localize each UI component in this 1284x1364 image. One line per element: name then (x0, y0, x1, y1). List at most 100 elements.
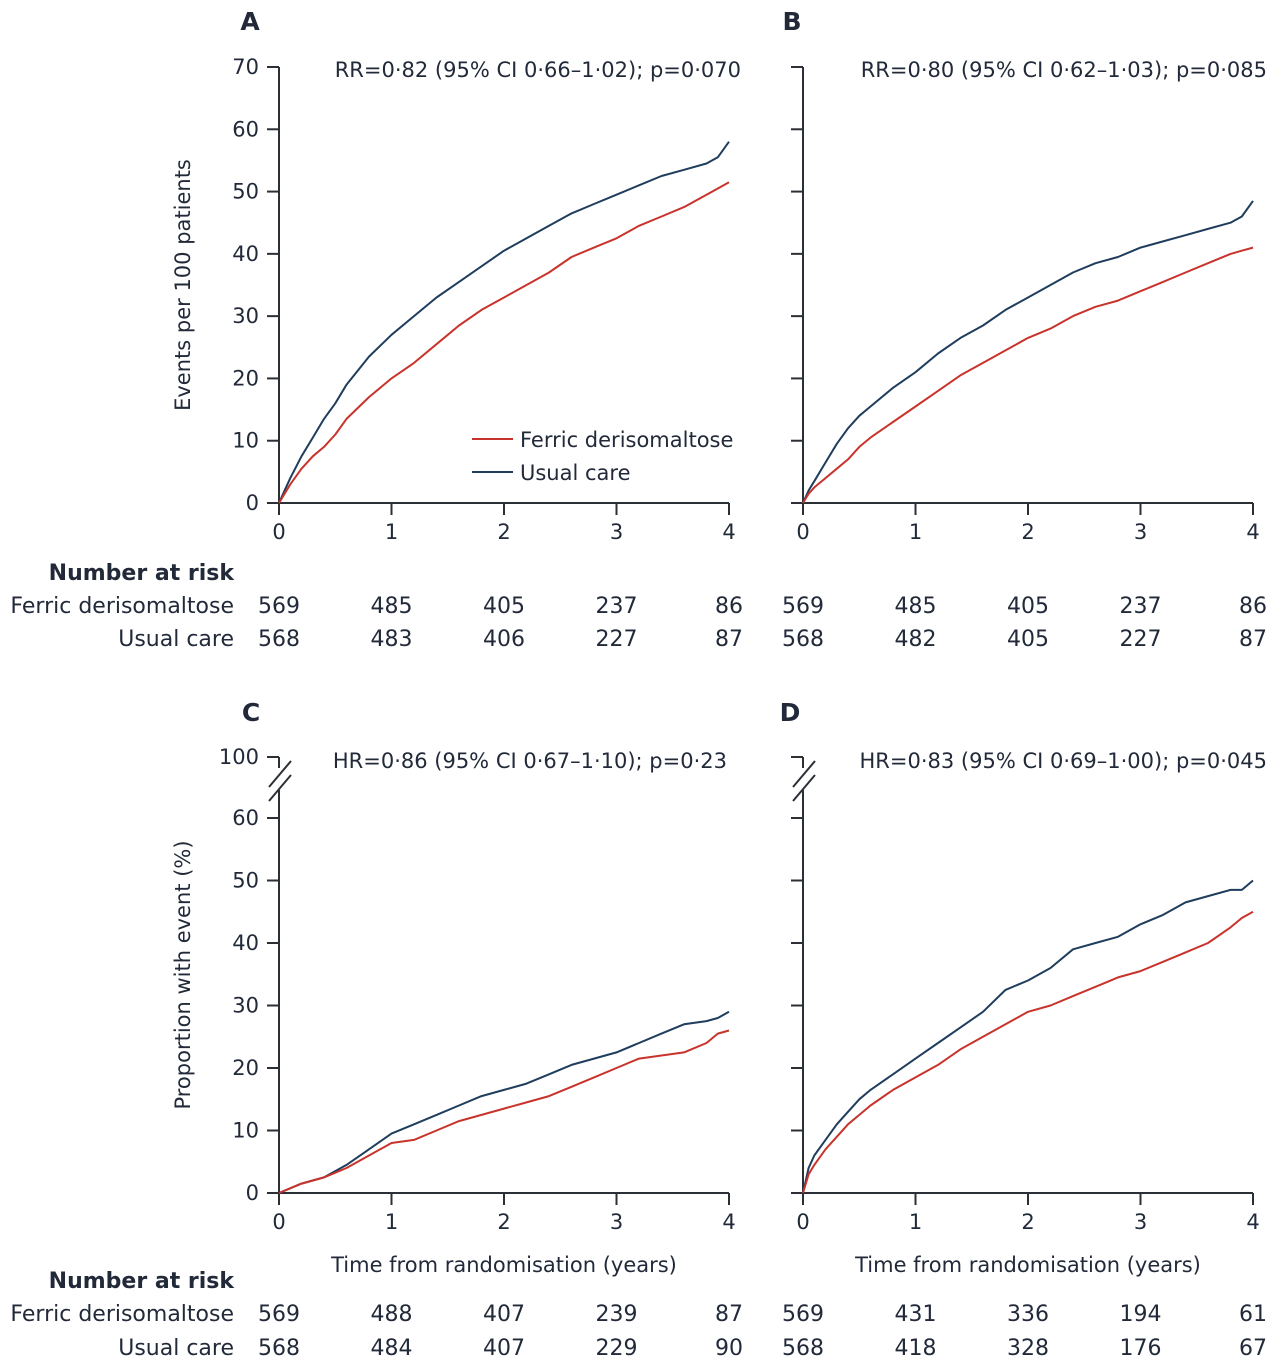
y-tick-label: 70 (232, 55, 259, 79)
panel-c: CHR=0·86 (95% CI 0·67–1·10); p=0·2301020… (10, 698, 743, 1361)
risk-row-label-usual: Usual care (118, 627, 234, 652)
x-axis-title: Time from randomisation (years) (330, 1253, 677, 1277)
legend-label-ferric: Ferric derisomaltose (520, 428, 733, 452)
y-tick-label: 50 (232, 180, 259, 204)
risk-count-usual: 418 (895, 1336, 937, 1361)
panel-letter: A (240, 7, 260, 36)
risk-count-usual: 568 (782, 627, 824, 652)
x-tick-label: 4 (1246, 1210, 1259, 1234)
risk-count-usual: 483 (371, 627, 413, 652)
x-tick-label: 0 (272, 1210, 285, 1234)
y-tick-label: 40 (232, 931, 259, 955)
y-tick-label: 20 (232, 1056, 259, 1080)
risk-count-usual: 227 (1120, 627, 1162, 652)
x-axis-title: Time from randomisation (years) (854, 1253, 1201, 1277)
risk-count-ferric: 86 (715, 594, 743, 619)
risk-count-ferric: 407 (483, 1302, 525, 1327)
y-tick-label: 10 (232, 429, 259, 453)
legend-label-usual: Usual care (520, 461, 631, 485)
risk-count-ferric: 87 (715, 1302, 743, 1327)
axis-break-mark (268, 760, 292, 788)
panel-letter: D (780, 698, 801, 727)
risk-count-ferric: 194 (1120, 1302, 1162, 1327)
risk-row-label-usual: Usual care (118, 1336, 234, 1361)
x-tick-label: 1 (385, 520, 398, 544)
risk-count-usual: 568 (258, 627, 300, 652)
x-tick-label: 1 (909, 1210, 922, 1234)
risk-count-ferric: 239 (596, 1302, 638, 1327)
x-tick-label: 4 (722, 520, 735, 544)
y-tick-label: 50 (232, 869, 259, 893)
series-line-usual-care (802, 200, 1254, 504)
x-tick-label: 3 (610, 520, 623, 544)
risk-count-ferric: 569 (782, 594, 824, 619)
risk-count-usual: 229 (596, 1336, 638, 1361)
x-tick-label: 0 (272, 520, 285, 544)
risk-count-ferric: 61 (1239, 1302, 1267, 1327)
risk-table-header: Number at risk (49, 561, 236, 586)
x-tick-label: 3 (610, 1210, 623, 1234)
risk-count-ferric: 569 (258, 594, 300, 619)
risk-count-usual: 87 (715, 627, 743, 652)
x-tick-label: 2 (1021, 1210, 1034, 1234)
risk-count-usual: 407 (483, 1336, 525, 1361)
y-tick-label: 20 (232, 366, 259, 390)
x-tick-label: 2 (497, 520, 510, 544)
series-line-usual-care (278, 1010, 730, 1194)
statistic-label: HR=0·86 (95% CI 0·67–1·10); p=0·23 (333, 749, 727, 773)
series-line-usual-care (278, 141, 730, 504)
risk-count-usual: 90 (715, 1336, 743, 1361)
y-tick-label: 60 (232, 806, 259, 830)
x-tick-label: 4 (1246, 520, 1259, 544)
risk-count-ferric: 237 (596, 594, 638, 619)
x-tick-label: 1 (909, 520, 922, 544)
panel-a: ARR=0·82 (95% CI 0·66–1·02); p=0·0700102… (10, 7, 743, 652)
y-tick-label: 0 (246, 1181, 259, 1205)
risk-table-header: Number at risk (49, 1269, 236, 1294)
risk-count-usual: 482 (895, 627, 937, 652)
y-tick-label: 100 (219, 745, 259, 769)
risk-count-ferric: 405 (1007, 594, 1049, 619)
series-line-ferric-derisomaltose (802, 246, 1254, 504)
risk-count-ferric: 431 (895, 1302, 937, 1327)
x-tick-label: 4 (722, 1210, 735, 1234)
y-tick-label: 30 (232, 994, 259, 1018)
risk-count-usual: 67 (1239, 1336, 1267, 1361)
panel-letter: C (242, 698, 260, 727)
risk-count-ferric: 485 (371, 594, 413, 619)
series-line-ferric-derisomaltose (802, 910, 1254, 1194)
x-tick-label: 3 (1134, 520, 1147, 544)
x-tick-label: 3 (1134, 1210, 1147, 1234)
series-line-usual-care (802, 879, 1254, 1194)
risk-count-ferric: 485 (895, 594, 937, 619)
statistic-label: RR=0·82 (95% CI 0·66–1·02); p=0·070 (335, 58, 741, 82)
risk-count-usual: 568 (258, 1336, 300, 1361)
y-tick-label: 60 (232, 117, 259, 141)
y-tick-label: 30 (232, 304, 259, 328)
series-line-ferric-derisomaltose (278, 181, 730, 504)
x-tick-label: 2 (1021, 520, 1034, 544)
risk-count-usual: 405 (1007, 627, 1049, 652)
x-tick-label: 1 (385, 1210, 398, 1234)
y-tick-label: 0 (246, 491, 259, 515)
risk-count-ferric: 405 (483, 594, 525, 619)
panel-d: D HR=0·83 (95% CI 0·69–1·00); p=0·045 0 1 2 3… (780, 698, 1267, 1361)
y-axis-title: Events per 100 patients (171, 159, 195, 411)
risk-count-usual: 328 (1007, 1336, 1049, 1361)
risk-count-ferric: 86 (1239, 594, 1267, 619)
series-line-ferric-derisomaltose (278, 1029, 730, 1194)
axis-break-mark (792, 760, 816, 788)
axis-break-mark (268, 774, 292, 802)
y-tick-label: 40 (232, 242, 259, 266)
risk-count-usual: 406 (483, 627, 525, 652)
risk-count-usual: 87 (1239, 627, 1267, 652)
risk-count-ferric: 336 (1007, 1302, 1049, 1327)
risk-count-usual: 227 (596, 627, 638, 652)
x-tick-label: 0 (796, 520, 809, 544)
risk-count-usual: 484 (371, 1336, 413, 1361)
risk-count-usual: 176 (1120, 1336, 1162, 1361)
y-axis-title: Proportion with event (%) (171, 840, 195, 1109)
risk-count-ferric: 569 (782, 1302, 824, 1327)
